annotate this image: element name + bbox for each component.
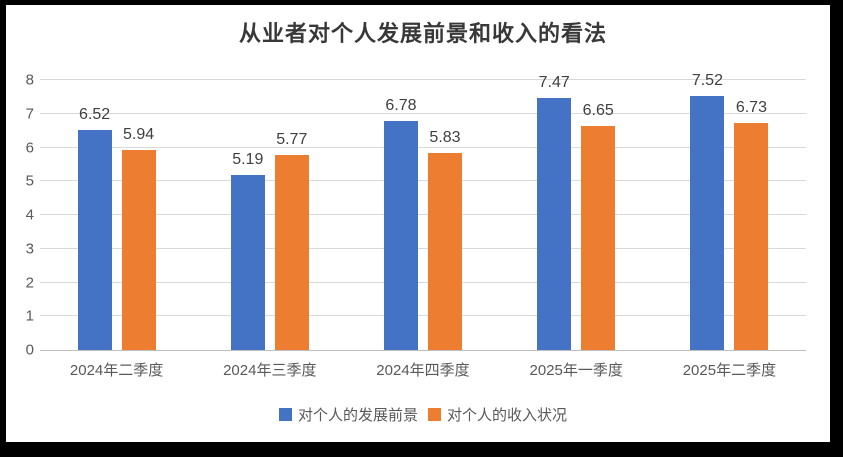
legend-item-prospects: 对个人的发展前景: [278, 404, 418, 425]
bar-prospects: 6.52: [77, 106, 112, 350]
bar-income: 6.65: [581, 102, 616, 350]
bar-group: 6.78 5.83: [346, 80, 499, 350]
bar-prospects: 6.78: [383, 97, 418, 350]
bar-groups: 6.52 5.94 5.19 5.77 6.78 5.83 7.47 6.65 7.52 6.73: [40, 72, 806, 350]
bar-value-label: 7.47: [538, 73, 570, 91]
x-axis-category-label: 2025年一季度: [529, 362, 623, 379]
bar-value-label: 6.78: [385, 97, 417, 115]
bar-value-label: 6.73: [735, 98, 767, 116]
y-axis-tick-label: 6: [25, 139, 34, 156]
bar-value-label: 5.19: [232, 150, 264, 168]
bar-value-label: 5.83: [429, 129, 461, 147]
bar-prospects: 7.47: [537, 74, 572, 350]
bar-value-label: 5.94: [123, 125, 155, 143]
bar-prospects: 5.19: [230, 151, 265, 350]
bar-income: 5.83: [427, 129, 462, 350]
gridline: [40, 146, 806, 148]
legend-label-prospects: 对个人的发展前景: [297, 407, 418, 424]
y-axis-tick-label: 2: [25, 274, 34, 291]
x-axis-category-label: 2025年二季度: [682, 362, 777, 379]
bar-prospects: 7.52: [690, 72, 725, 350]
bar-value-label: 5.77: [276, 131, 308, 149]
y-axis-tick-label: 7: [25, 105, 34, 123]
legend-label-income: 对个人的收入状况: [447, 407, 568, 424]
bar-income: 5.77: [274, 131, 309, 350]
y-axis-tick-label: 8: [25, 71, 34, 89]
y-axis: 0 1 2 3 4 5 6 7 8: [0, 72, 34, 359]
plot-area: 6.52 5.94 5.19 5.77 6.78 5.83 7.47 6.65 7.52 6.73: [40, 72, 806, 350]
gridline: [40, 315, 806, 317]
chart-title: 从业者对个人发展前景和收入的看法: [238, 21, 607, 46]
gridline: [40, 281, 806, 283]
y-axis-tick-label: 0: [25, 341, 34, 359]
legend-swatch-income: [428, 408, 441, 421]
bar-income: 5.94: [121, 126, 156, 350]
bar-value-label: 6.52: [79, 105, 111, 123]
gridline: [40, 180, 806, 182]
gridline: [40, 112, 806, 114]
gridline: [40, 214, 806, 215]
legend-swatch-prospects: [278, 408, 292, 421]
y-axis-tick-label: 4: [25, 206, 34, 224]
bar-value-label: 7.52: [691, 72, 723, 90]
bar-group: 6.52 5.94: [40, 80, 193, 350]
bar-value-label: 6.65: [582, 101, 614, 119]
bar-group: 7.52 6.73: [653, 72, 806, 350]
y-axis-tick-label: 3: [25, 240, 34, 258]
x-axis: 2024年二季度 2024年三季度 2024年四季度 2025年一季度 2025年二季度: [40, 359, 806, 380]
x-axis-category-label: 2024年四季度: [376, 362, 470, 379]
x-axis-line: [40, 350, 806, 351]
legend-item-income: 对个人的收入状况: [428, 404, 567, 425]
gridline: [40, 79, 806, 80]
gridline: [40, 247, 806, 249]
y-axis-tick-label: 1: [25, 307, 34, 325]
x-axis-category-label: 2024年三季度: [223, 362, 317, 379]
bar-group: 7.47 6.65: [500, 74, 653, 350]
y-axis-tick-label: 5: [25, 172, 34, 190]
bar-income: 6.73: [734, 99, 769, 350]
x-axis-category-label: 2024年二季度: [69, 362, 164, 379]
legend: 对个人的发展前景 对个人的收入状况: [40, 404, 806, 425]
bar-group: 5.19 5.77: [193, 80, 346, 350]
